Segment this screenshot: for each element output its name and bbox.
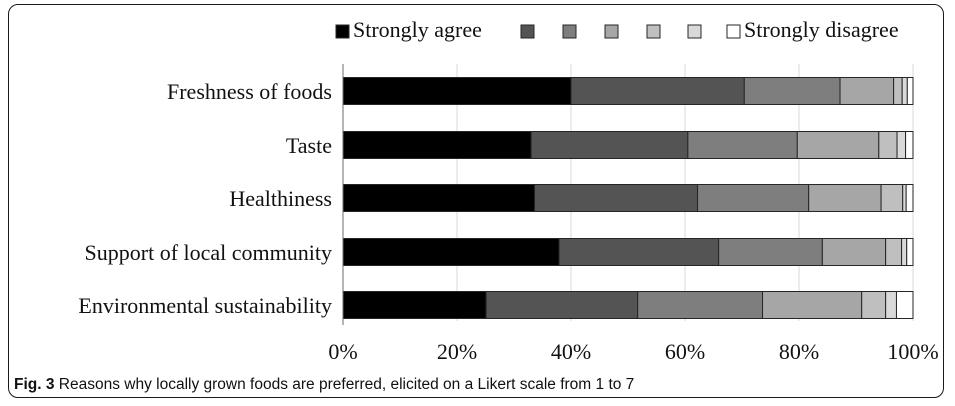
category-label-5: Environmental sustainability — [78, 293, 332, 318]
bar-segment-2-level-5 — [878, 131, 898, 159]
category-label-1: Freshness of foods — [167, 79, 332, 104]
bar-segment-3-level-3 — [697, 184, 810, 212]
x-tick-label-80: 80% — [779, 339, 819, 364]
bar-segment-3-level-5 — [880, 184, 904, 212]
bar-segment-4-level-4 — [821, 238, 887, 266]
category-label-2: Taste — [286, 133, 332, 158]
legend-swatch-level-3 — [562, 24, 577, 39]
bar-segment-5-level-1 — [342, 291, 487, 319]
bar-segment-2-level-6 — [896, 131, 907, 159]
figure-caption: Fig. 3 Reasons why locally grown foods a… — [14, 376, 634, 394]
legend-swatch-level-5 — [646, 24, 661, 39]
caption-label: Fig. 3 — [14, 376, 55, 393]
x-tick-label-40: 40% — [551, 339, 591, 364]
bar-segment-5-level-5 — [861, 291, 887, 319]
bar-segment-1-level-4 — [839, 77, 895, 105]
bar-segment-4-level-7 — [906, 238, 914, 266]
category-label-3: Healthiness — [229, 186, 332, 211]
bar-segment-2-level-4 — [796, 131, 880, 159]
caption-text: Reasons why locally grown foods are pref… — [58, 376, 635, 393]
bar-segment-5-level-6 — [885, 291, 897, 319]
legend-label-level-7: Strongly disagree — [744, 17, 899, 42]
bar-segment-4-level-2 — [558, 238, 720, 266]
x-tick-label-20: 20% — [437, 339, 477, 364]
legend-label-level-1: Strongly agree — [353, 17, 482, 42]
bar-segment-2-level-2 — [530, 131, 689, 159]
x-tick-label-60: 60% — [665, 339, 705, 364]
bar-segment-1-level-2 — [570, 77, 745, 105]
bar-segment-5-level-7 — [895, 291, 914, 319]
bar-segment-2-level-3 — [687, 131, 798, 159]
bar-segment-3-level-1 — [342, 184, 536, 212]
legend-swatch-level-2 — [520, 24, 535, 39]
bar-segment-1-level-6 — [901, 77, 908, 105]
x-tick-label-100: 100% — [887, 339, 938, 364]
bar-segment-4-level-5 — [885, 238, 903, 266]
bar-segment-1-level-1 — [342, 77, 572, 105]
bar-segment-1-level-5 — [893, 77, 903, 105]
legend-swatch-level-7 — [726, 24, 741, 39]
bar-segment-4-level-6 — [901, 238, 908, 266]
bar-segment-4-level-1 — [342, 238, 560, 266]
bar-segment-1-level-3 — [743, 77, 841, 105]
legend-swatch-level-1 — [335, 24, 350, 39]
bar-segment-4-level-3 — [718, 238, 823, 266]
legend-swatch-level-4 — [604, 24, 619, 39]
bar-segment-5-level-4 — [762, 291, 863, 319]
bar-segment-1-level-7 — [906, 77, 914, 105]
bar-segment-2-level-1 — [342, 131, 532, 159]
bar-segment-3-level-7 — [905, 184, 914, 212]
bar-segment-3-level-4 — [808, 184, 882, 212]
legend-swatch-level-6 — [687, 24, 702, 39]
category-label-4: Support of local community — [85, 240, 332, 265]
bar-segment-2-level-7 — [905, 131, 914, 159]
bar-segment-3-level-2 — [534, 184, 699, 212]
bar-segment-5-level-2 — [485, 291, 639, 319]
bar-segment-3-level-6 — [902, 184, 907, 212]
bar-segment-5-level-3 — [637, 291, 764, 319]
x-tick-label-0: 0% — [328, 339, 357, 364]
